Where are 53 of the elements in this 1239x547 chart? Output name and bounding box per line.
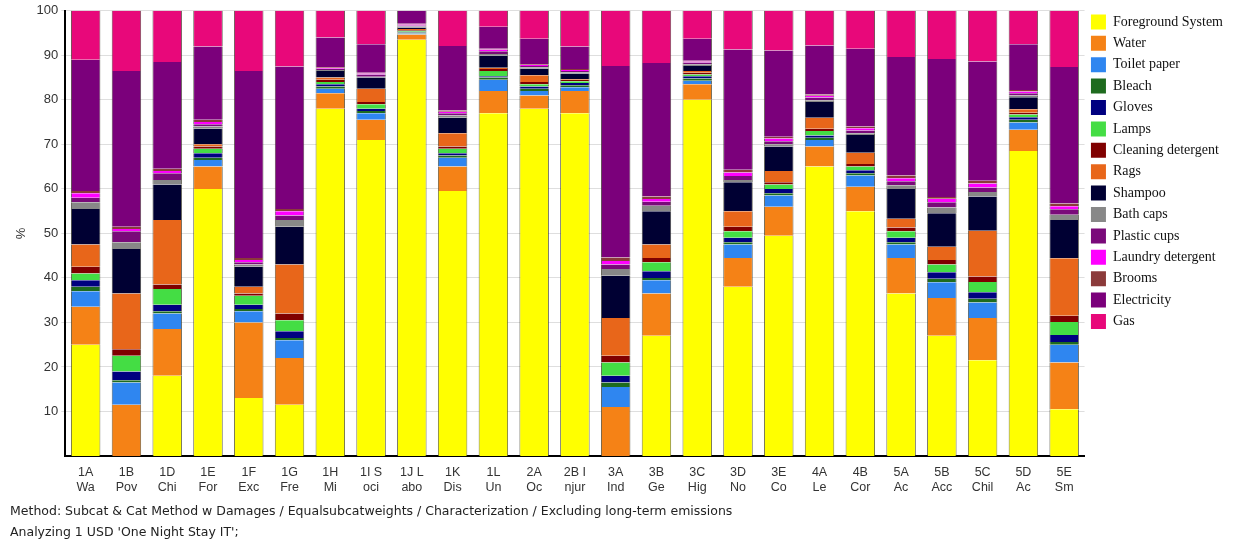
y-tick-label: 30 [43,314,59,330]
text: Analyzing 1 USD 'One Night Stay IT'; [10,523,240,541]
y-tick-label: 100 [36,2,59,18]
x-tick-label: 1D Chi [157,464,177,494]
x-tick-label: 1B Pov [115,464,138,494]
x-tick-label: 1G Fre [280,464,299,494]
legend-label: Water [1112,34,1147,50]
legend-label: Bleach [1112,77,1152,93]
x-tick-label: 1A Wa [76,464,95,494]
x-tick-label: 1J L abo [400,464,424,494]
y-tick-label: 10 [43,403,59,419]
x-tick-label: 3A Ind [606,464,625,494]
x-tick-label: 1K Dis [443,464,462,494]
x-tick-label: 5E Sm [1054,464,1074,494]
x-tick-label: 1I S oci [359,464,383,494]
x-tick-label: 3D No [730,464,747,494]
x-tick-label: 5A Ac [893,464,910,494]
y-tick-label: 90 [43,46,59,62]
legend-label: Toilet paper [1112,56,1181,72]
x-tick-label: 3B Ge [648,464,665,494]
x-tick-label: 2A Oc [526,464,543,494]
legend-label: Electricity [1112,291,1172,307]
x-tick-label: 5B Acc [931,464,953,494]
x-tick-label: 3C Hig [687,464,707,494]
x-tick-label: 3E Co [770,464,787,494]
legend-label: Lamps [1112,120,1152,136]
x-tick-label: 1E For [198,464,218,494]
x-tick-label: 5D Ac [1015,464,1032,494]
x-tick-label: 1H Mi [322,464,339,494]
x-tick-label: 1F Exc [238,464,260,494]
text: Method: Subcat & Cat Method w Damages / Equalsubcatweights / Characterization / Excluding long-term emissions [10,502,733,520]
y-tick-label: 80 [43,91,59,107]
legend-label: Foreground System [1112,13,1224,29]
x-tick-label: 4A Le [811,464,828,494]
legend-label: Shampoo [1112,184,1166,200]
x-tick-label: 2B I njur [563,464,587,494]
legend-label: Plastic cups [1112,227,1180,243]
legend-label: Rags [1112,163,1141,179]
y-axis-title: % [13,227,29,240]
legend-label: Bath caps [1112,206,1168,222]
x-tick-label: 5C Chil [971,464,994,494]
y-tick-label: 60 [43,180,59,196]
x-tick-label: 4B Cor [850,464,871,494]
legend-label: Cleaning detergent [1112,141,1219,157]
y-tick-label: 70 [43,135,59,151]
legend-label: Laundry detergent [1112,248,1216,264]
legend-label: Gloves [1112,99,1153,115]
y-tick-label: 40 [43,269,59,285]
y-tick-label: 50 [43,224,59,240]
y-tick-label: 20 [43,358,59,374]
x-tick-label: 1L Un [485,464,502,494]
legend-label: Brooms [1112,270,1158,286]
legend-label: Gas [1112,313,1135,329]
